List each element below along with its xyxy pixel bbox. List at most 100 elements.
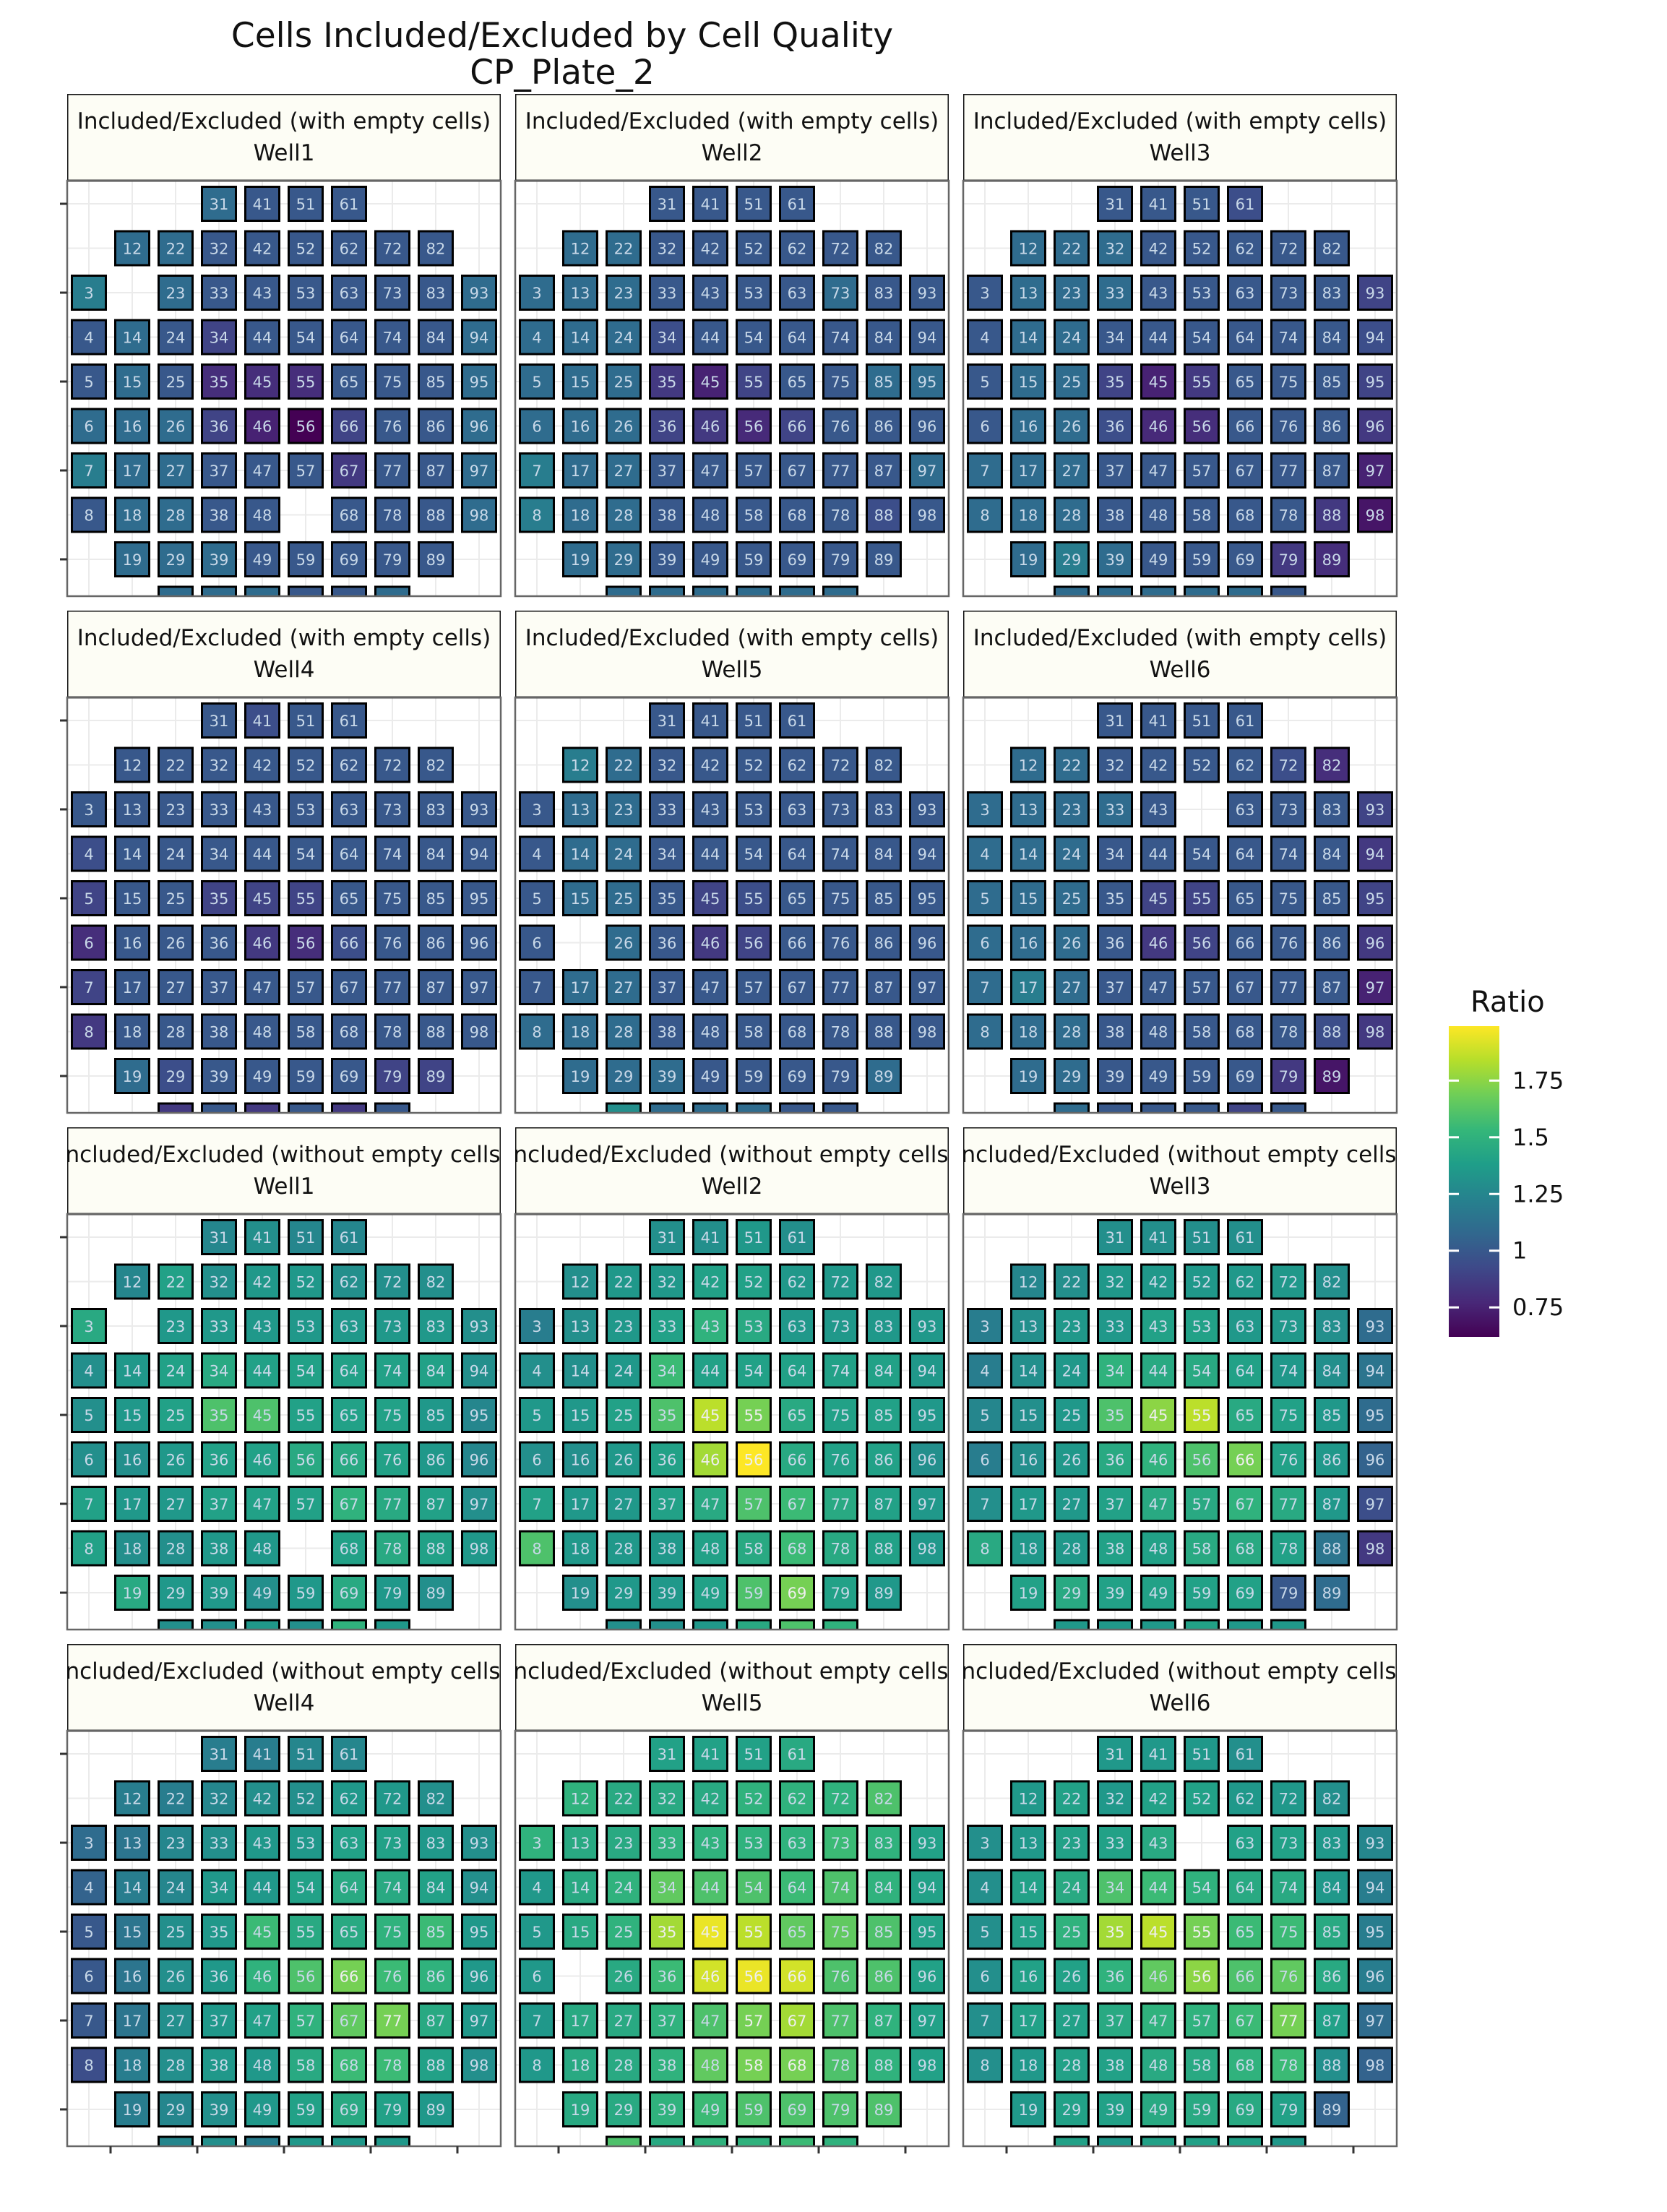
- heatmap-tile: [201, 924, 237, 961]
- tile-label: 36: [1106, 418, 1125, 436]
- tile-label: 67: [788, 462, 807, 480]
- tile-label: 68: [788, 2057, 807, 2075]
- heatmap-tile: [1010, 408, 1046, 444]
- tile-label: 69: [788, 2101, 807, 2119]
- tile-label: 84: [874, 1363, 894, 1380]
- tile-label: 63: [788, 1835, 807, 1852]
- heatmap-tile: [288, 1441, 324, 1478]
- heatmap-tile: [1010, 1308, 1046, 1344]
- tile-label: 42: [253, 241, 272, 258]
- tile-label: 41: [253, 196, 272, 213]
- tile-label: 57: [744, 462, 764, 480]
- tile-label: 47: [253, 1496, 272, 1513]
- heatmap-tile: [1184, 1575, 1220, 1611]
- heatmap-tile: [201, 541, 237, 577]
- tile-label: 8: [980, 1024, 989, 1041]
- tile-label: 59: [744, 1585, 764, 1602]
- heatmap-tile: [1010, 1352, 1046, 1389]
- heatmap-tile: [1097, 835, 1133, 872]
- heatmap-tile: [779, 1352, 815, 1389]
- tile-label: 61: [340, 196, 359, 213]
- heatmap-tile: [418, 924, 454, 961]
- heatmap-tile: [866, 2091, 902, 2127]
- heatmap-tile: [606, 1914, 642, 1950]
- tile-label: 51: [296, 713, 316, 730]
- heatmap-tile: [1314, 230, 1350, 267]
- tile-label: 96: [470, 418, 489, 436]
- tile-label: 65: [788, 890, 807, 908]
- heatmap-tile: [649, 1736, 685, 1772]
- tile-label: 60: [744, 1630, 764, 1647]
- tile-label: 59: [296, 1068, 316, 1085]
- tile-label: 18: [1019, 507, 1038, 525]
- heatmap-tile: [1270, 969, 1306, 1005]
- tile-label: 39: [1106, 2101, 1125, 2119]
- tile-label: 69: [1236, 1585, 1255, 1602]
- tile-label: 69: [1236, 551, 1255, 569]
- heatmap-tile: [1010, 2047, 1046, 2083]
- tile-label: 38: [210, 1024, 229, 1041]
- heatmap-tile: [692, 791, 728, 827]
- tile-label: 80: [383, 596, 402, 614]
- tile-label: 27: [166, 2013, 186, 2030]
- tile-label: 41: [253, 713, 272, 730]
- heatmap-tile: [1227, 585, 1263, 596]
- tile-label: 66: [788, 418, 807, 436]
- tile-label: 35: [210, 374, 229, 391]
- heatmap-tile: [736, 880, 772, 916]
- tile-label: 75: [831, 374, 850, 391]
- tile-label: 4: [84, 330, 93, 347]
- heatmap-tile: [967, 1825, 1003, 1861]
- tile-label: 33: [658, 1835, 677, 1852]
- tile-label: 16: [123, 418, 142, 436]
- tile-label: 97: [470, 1496, 489, 1513]
- tile-label: 60: [1192, 1630, 1212, 1647]
- tile-label: 77: [383, 2013, 402, 2030]
- heatmap-tile: [1270, 585, 1306, 596]
- heatmap-tile: [1314, 2091, 1350, 2127]
- tile-label: 85: [1322, 374, 1342, 391]
- tile-label: 95: [470, 1924, 489, 1941]
- tile-label: 4: [532, 846, 541, 864]
- tile-label: 49: [1149, 2101, 1168, 2119]
- tile-label: 57: [1192, 2013, 1212, 2030]
- tile-label: 51: [1192, 1229, 1212, 1247]
- tile-label: 69: [340, 551, 359, 569]
- heatmap-tile: [1140, 1619, 1176, 1630]
- heatmap-tile: [1097, 1958, 1133, 1994]
- heatmap-tile: [519, 791, 555, 827]
- tile-label: 18: [1019, 1024, 1038, 1041]
- tile-label: 22: [166, 241, 186, 258]
- heatmap-tile: [779, 1869, 815, 1906]
- tile-label: 4: [980, 1363, 989, 1380]
- heatmap-tile: [1357, 1308, 1393, 1344]
- tile-label: 52: [296, 241, 316, 258]
- tile-label: 26: [614, 1452, 634, 1469]
- heatmap-tile: [71, 496, 107, 533]
- tile-label: 76: [1279, 1452, 1298, 1469]
- heatmap-tile: [562, 1352, 598, 1389]
- tile-label: 43: [253, 801, 272, 819]
- heatmap-tile: [71, 1486, 107, 1522]
- tile-label: 80: [383, 1630, 402, 1647]
- colorbar: [1449, 1026, 1499, 1337]
- heatmap-tile: [692, 408, 728, 444]
- tile-label: 62: [340, 1274, 359, 1291]
- heatmap-tile: [288, 791, 324, 827]
- tile-label: 70: [340, 1630, 359, 1647]
- tile-label: 17: [571, 462, 590, 480]
- tile-label: 86: [874, 1968, 894, 1986]
- heatmap-tile: [736, 1825, 772, 1861]
- tile-label: 84: [874, 846, 894, 864]
- heatmap-tile: [606, 408, 642, 444]
- facet-strip-label: Included/Excluded (with empty cells): [77, 625, 491, 651]
- heatmap-tile: [649, 1397, 685, 1433]
- heatmap-tile: [866, 408, 902, 444]
- heatmap-tile: [201, 1352, 237, 1389]
- tile-label: 87: [874, 2013, 894, 2030]
- heatmap-tile: [692, 275, 728, 311]
- tile-label: 24: [1062, 330, 1082, 347]
- tile-label: 22: [1062, 1274, 1082, 1291]
- heatmap-tile: [1184, 452, 1220, 489]
- tile-label: 51: [744, 1746, 764, 1763]
